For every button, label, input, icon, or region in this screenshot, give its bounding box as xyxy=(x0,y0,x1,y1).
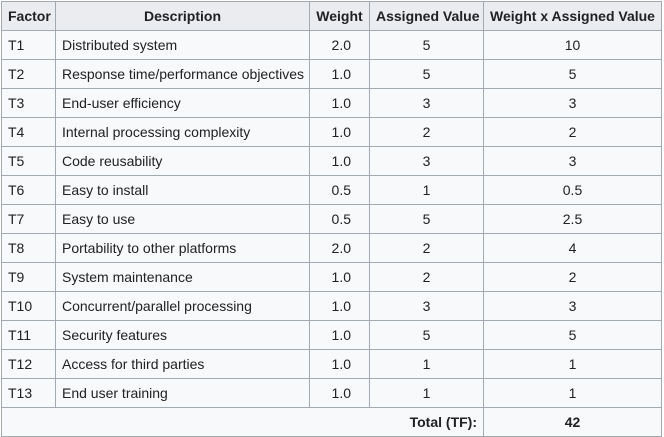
cell-weight: 0.5 xyxy=(309,175,370,205)
cell-weighted-value: 2.5 xyxy=(483,204,662,234)
cell-description: Concurrent/parallel processing xyxy=(55,291,310,321)
cell-factor: T3 xyxy=(1,88,56,118)
cell-assigned-value: 5 xyxy=(369,59,484,89)
cell-factor: T11 xyxy=(1,320,56,350)
cell-factor: T9 xyxy=(1,262,56,292)
cell-factor: T4 xyxy=(1,117,56,147)
cell-description: Code reusability xyxy=(55,146,310,176)
table-row: T7 Easy to use 0.5 5 2.5 xyxy=(1,204,662,234)
table-header: Factor Description Weight Assigned Value… xyxy=(1,1,662,31)
cell-weighted-value: 2 xyxy=(483,117,662,147)
total-label: Total (TF): xyxy=(1,407,484,437)
cell-weight: 2.0 xyxy=(309,233,370,263)
cell-weight: 1.0 xyxy=(309,88,370,118)
cell-factor: T12 xyxy=(1,349,56,379)
cell-description: Response time/performance objectives xyxy=(55,59,310,89)
cell-weight: 0.5 xyxy=(309,204,370,234)
header-assigned-value[interactable]: Assigned Value xyxy=(369,1,484,31)
cell-assigned-value: 2 xyxy=(369,233,484,263)
cell-weighted-value: 5 xyxy=(483,320,662,350)
cell-weight: 1.0 xyxy=(309,291,370,321)
cell-weighted-value: 4 xyxy=(483,233,662,263)
cell-assigned-value: 3 xyxy=(369,146,484,176)
cell-assigned-value: 1 xyxy=(369,349,484,379)
cell-weight: 1.0 xyxy=(309,320,370,350)
table-row: T11 Security features 1.0 5 5 xyxy=(1,320,662,350)
cell-assigned-value: 2 xyxy=(369,117,484,147)
table-row: T6 Easy to install 0.5 1 0.5 xyxy=(1,175,662,205)
cell-weighted-value: 1 xyxy=(483,349,662,379)
cell-description: Portability to other platforms xyxy=(55,233,310,263)
cell-description: Easy to use xyxy=(55,204,310,234)
cell-description: System maintenance xyxy=(55,262,310,292)
cell-factor: T7 xyxy=(1,204,56,234)
cell-factor: T5 xyxy=(1,146,56,176)
cell-weighted-value: 3 xyxy=(483,146,662,176)
cell-weight: 2.0 xyxy=(309,30,370,60)
cell-assigned-value: 5 xyxy=(369,30,484,60)
table-row: T5 Code reusability 1.0 3 3 xyxy=(1,146,662,176)
cell-assigned-value: 2 xyxy=(369,262,484,292)
cell-description: Easy to install xyxy=(55,175,310,205)
cell-weighted-value: 3 xyxy=(483,291,662,321)
header-row: Factor Description Weight Assigned Value… xyxy=(1,1,662,31)
cell-factor: T1 xyxy=(1,30,56,60)
cell-description: Distributed system xyxy=(55,30,310,60)
cell-assigned-value: 5 xyxy=(369,320,484,350)
cell-factor: T6 xyxy=(1,175,56,205)
header-weight[interactable]: Weight xyxy=(309,1,370,31)
cell-assigned-value: 5 xyxy=(369,204,484,234)
cell-weight: 1.0 xyxy=(309,59,370,89)
table-row: T10 Concurrent/parallel processing 1.0 3 3 xyxy=(1,291,662,321)
cell-factor: T13 xyxy=(1,378,56,408)
table-row: T9 System maintenance 1.0 2 2 xyxy=(1,262,662,292)
cell-description: Access for third parties xyxy=(55,349,310,379)
cell-weighted-value: 0.5 xyxy=(483,175,662,205)
table-row: T12 Access for third parties 1.0 1 1 xyxy=(1,349,662,379)
header-factor[interactable]: Factor xyxy=(1,1,56,31)
table-row: T1 Distributed system 2.0 5 10 xyxy=(1,30,662,60)
total-value: 42 xyxy=(483,407,662,437)
table-row: T8 Portability to other platforms 2.0 2 4 xyxy=(1,233,662,263)
cell-assigned-value: 3 xyxy=(369,88,484,118)
table-footer: Total (TF): 42 xyxy=(1,407,662,437)
cell-weighted-value: 2 xyxy=(483,262,662,292)
cell-factor: T10 xyxy=(1,291,56,321)
cell-weight: 1.0 xyxy=(309,349,370,379)
table-row: T3 End-user efficiency 1.0 3 3 xyxy=(1,88,662,118)
cell-description: Security features xyxy=(55,320,310,350)
table-row: T13 End user training 1.0 1 1 xyxy=(1,378,662,408)
cell-weighted-value: 10 xyxy=(483,30,662,60)
table-body: T1 Distributed system 2.0 5 10 T2 Response tim… xyxy=(1,30,662,408)
header-description[interactable]: Description xyxy=(55,1,310,31)
cell-assigned-value: 1 xyxy=(369,175,484,205)
cell-weight: 1.0 xyxy=(309,146,370,176)
cell-weight: 1.0 xyxy=(309,117,370,147)
cell-description: End-user efficiency xyxy=(55,88,310,118)
cell-assigned-value: 1 xyxy=(369,378,484,408)
cell-factor: T2 xyxy=(1,59,56,89)
header-weight-x-assigned-value[interactable]: Weight x Assigned Value xyxy=(483,1,662,31)
cell-weighted-value: 3 xyxy=(483,88,662,118)
cell-weight: 1.0 xyxy=(309,262,370,292)
total-row: Total (TF): 42 xyxy=(1,407,662,437)
table-row: T4 Internal processing complexity 1.0 2 2 xyxy=(1,117,662,147)
cell-weight: 1.0 xyxy=(309,378,370,408)
cell-weighted-value: 5 xyxy=(483,59,662,89)
cell-assigned-value: 3 xyxy=(369,291,484,321)
cell-description: End user training xyxy=(55,378,310,408)
cell-description: Internal processing complexity xyxy=(55,117,310,147)
cell-weighted-value: 1 xyxy=(483,378,662,408)
table-row: T2 Response time/performance objectives 1.… xyxy=(1,59,662,89)
cell-factor: T8 xyxy=(1,233,56,263)
